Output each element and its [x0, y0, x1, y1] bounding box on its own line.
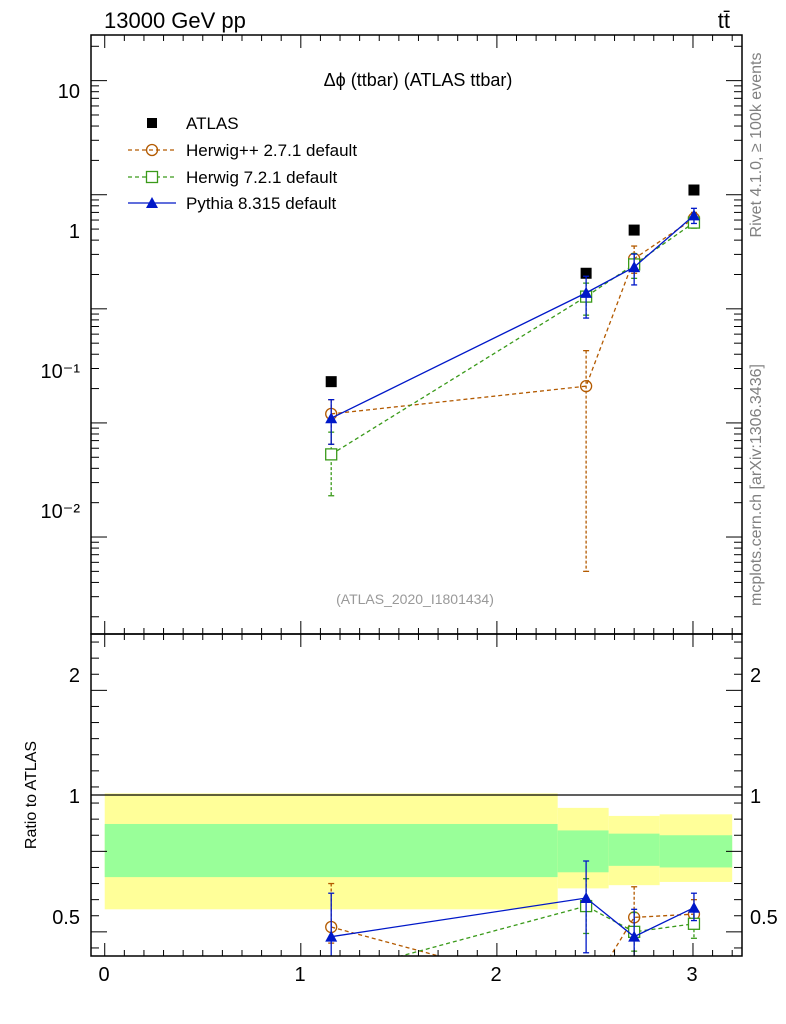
ratio-point-herwig-7-2-1-default-0 [326, 969, 337, 980]
band-inner-3 [659, 835, 733, 868]
band-inner-1 [557, 830, 609, 873]
errbar-herwig-2-7-1-default-1 [583, 349, 590, 573]
ratio-point-pythia-8-315-default-1 [580, 892, 593, 904]
line-pythia-8-315-default [330, 214, 695, 419]
x-tick-label-0: 0 [98, 964, 109, 986]
ratio-point-pythia-8-315-default-3 [687, 901, 700, 913]
legend: ATLAS Herwig++ 2.7.1 default Herwig 7.2.… [128, 114, 357, 213]
chart-title: Δϕ (ttbar) (ATLAS ttbar) [324, 70, 513, 90]
ratio-frame [90, 633, 743, 957]
y-tick-label-0.1: 10⁻¹ [41, 361, 81, 383]
ratio-point-pythia-8-315-default-2 [628, 930, 641, 942]
uncertainty-bands [104, 793, 733, 910]
point-pythia-8-315-default-1 [580, 286, 593, 298]
line-herwig-7-2-1-default [330, 222, 695, 455]
band-inner-0 [104, 823, 558, 878]
ratio-line-pythia-8-315-default [331, 897, 695, 938]
ratio-tick-label-2-left: 2 [69, 665, 80, 687]
main-series [325, 184, 701, 573]
legend-label-atlas: ATLAS [186, 114, 239, 133]
ratio-errbar-herwig-2-7-1-default-1 [583, 980, 589, 1012]
ratio-errbar-herwig-7-2-1-default-0 [328, 967, 334, 983]
point-atlas-1 [580, 267, 592, 279]
ratio-tick-label-2-right: 2 [750, 665, 761, 687]
axis-ticks [91, 35, 742, 956]
line-herwig-2-7-1-default [331, 217, 695, 415]
point-atlas-0 [325, 376, 337, 388]
point-herwig-7-2-1-default-0 [325, 448, 338, 461]
point-pythia-8-315-default-3 [687, 209, 700, 221]
point-atlas-3 [688, 184, 700, 196]
ratio-point-pythia-8-315-default-0 [325, 930, 338, 942]
legend-marker-herwigpp [145, 143, 159, 157]
point-atlas-2 [628, 224, 640, 236]
ratio-line-herwig-2-7-1-default [331, 913, 694, 956]
legend-entry-herwigpp: Herwig++ 2.7.1 default [128, 141, 357, 160]
y-tick-label-1: 1 [69, 221, 80, 243]
band-inner-2 [608, 833, 660, 866]
ratio-tick-label-1-left: 1 [69, 786, 80, 808]
legend-entry-atlas: ATLAS [147, 114, 239, 133]
legend-entry-pythia: Pythia 8.315 default [128, 194, 337, 213]
energy-label: 13000 GeV pp [104, 8, 246, 33]
ratio-tick-label-0.5-left: 0.5 [52, 907, 80, 929]
legend-label-pythia: Pythia 8.315 default [186, 194, 337, 213]
rivet-label: Rivet 4.1.0, ≥ 100k events [748, 53, 765, 238]
legend-marker-pythia [146, 197, 158, 208]
x-tick-label-2: 2 [490, 964, 501, 986]
point-pythia-8-315-default-0 [325, 412, 338, 424]
point-pythia-8-315-default-2 [628, 261, 641, 273]
ratio-tick-label-0.5-right: 0.5 [750, 907, 778, 929]
ratio-point-herwig-2-7-1-default-1 [581, 990, 592, 1001]
y-tick-label-10: 10 [58, 81, 80, 103]
legend-label-herwig7: Herwig 7.2.1 default [186, 168, 337, 187]
legend-entry-herwig7: Herwig 7.2.1 default [128, 168, 337, 187]
legend-label-herwigpp: Herwig++ 2.7.1 default [186, 141, 357, 160]
legend-marker-atlas [147, 118, 157, 128]
legend-marker-herwig7 [145, 170, 159, 184]
ratio-axis-label: Ratio to ATLAS [23, 741, 40, 849]
x-tick-label-3: 3 [686, 964, 697, 986]
analysis-tag: (ATLAS_2020_I1801434) [336, 591, 494, 607]
x-tick-label-1: 1 [294, 964, 305, 986]
ratio-errbar-pythia-8-315-default-1 [583, 860, 590, 954]
tick-labels: 0 1 2 3 10 1 10⁻¹ 10⁻² 2 1 0.5 2 1 0.5 [41, 81, 778, 986]
y-tick-label-0.01: 10⁻² [41, 501, 81, 523]
ratio-tick-label-1-right: 1 [750, 786, 761, 808]
mcplots-label: mcplots.cern.ch [arXiv:1306.3436] [748, 364, 765, 606]
point-herwig-2-7-1-default-1 [579, 380, 593, 393]
process-label: tt̄ [718, 8, 730, 33]
